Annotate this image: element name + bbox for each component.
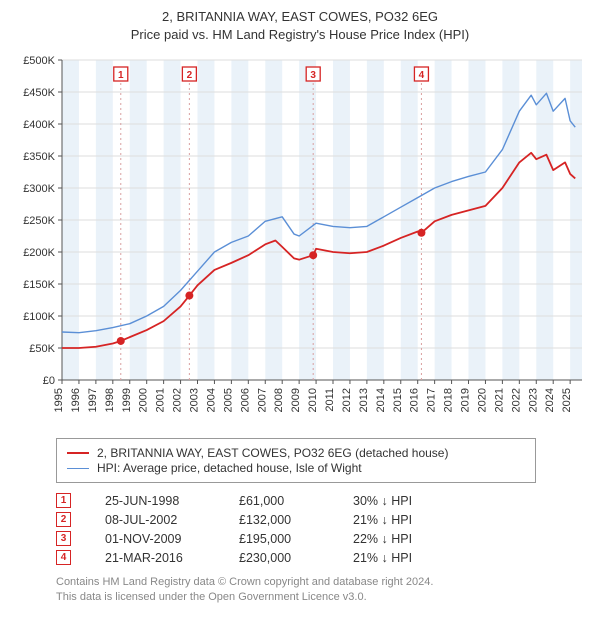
svg-text:2: 2 (187, 70, 193, 81)
svg-text:2015: 2015 (392, 388, 404, 412)
legend-label: HPI: Average price, detached house, Isle… (97, 461, 362, 475)
sale-marker-box: 3 (56, 531, 71, 546)
svg-text:1997: 1997 (87, 388, 99, 412)
svg-text:1999: 1999 (121, 388, 133, 412)
svg-text:£200K: £200K (23, 247, 55, 259)
svg-text:2013: 2013 (358, 388, 370, 412)
legend-item: HPI: Average price, detached house, Isle… (67, 461, 525, 475)
svg-text:£50K: £50K (29, 343, 55, 355)
svg-text:£350K: £350K (23, 151, 55, 163)
svg-text:1996: 1996 (70, 388, 82, 412)
svg-text:2022: 2022 (510, 388, 522, 412)
sales-table: 1 25-JUN-1998 £61,000 30% ↓ HPI 2 08-JUL-2002… (56, 493, 588, 565)
chart-svg: £0 £50K £100K £150K £200K £250K £300K £350K £400… (12, 50, 588, 430)
svg-text:2004: 2004 (205, 388, 217, 412)
sale-hpi-diff: 21% ↓ HPI (353, 513, 453, 527)
sale-date: 21-MAR-2016 (105, 551, 205, 565)
svg-text:£400K: £400K (23, 119, 55, 131)
sale-date: 25-JUN-1998 (105, 494, 205, 508)
svg-text:2025: 2025 (561, 388, 573, 412)
legend-swatch (67, 452, 89, 454)
svg-text:2010: 2010 (307, 388, 319, 412)
svg-text:£0: £0 (43, 375, 55, 387)
sale-price: £132,000 (239, 513, 319, 527)
sale-price: £195,000 (239, 532, 319, 546)
svg-text:1: 1 (118, 70, 124, 81)
svg-text:2017: 2017 (426, 388, 438, 412)
svg-text:2005: 2005 (222, 388, 234, 412)
sale-date: 01-NOV-2009 (105, 532, 205, 546)
sale-row: 4 21-MAR-2016 £230,000 21% ↓ HPI (56, 550, 588, 565)
svg-text:2008: 2008 (273, 388, 285, 412)
svg-text:2011: 2011 (324, 388, 336, 412)
price-chart: £0 £50K £100K £150K £200K £250K £300K £350K £400… (12, 50, 588, 430)
svg-text:1995: 1995 (53, 388, 65, 412)
svg-text:2000: 2000 (138, 388, 150, 412)
svg-text:£450K: £450K (23, 87, 55, 99)
sale-row: 3 01-NOV-2009 £195,000 22% ↓ HPI (56, 531, 588, 546)
sale-marker-box: 4 (56, 550, 71, 565)
svg-text:2014: 2014 (375, 388, 387, 412)
title-line-2: Price paid vs. HM Land Registry's House … (12, 26, 588, 44)
svg-text:£500K: £500K (23, 55, 55, 67)
svg-text:£150K: £150K (23, 279, 55, 291)
legend: 2, BRITANNIA WAY, EAST COWES, PO32 6EG (… (56, 438, 536, 483)
svg-text:2023: 2023 (527, 388, 539, 412)
sale-date: 08-JUL-2002 (105, 513, 205, 527)
footer-line-2: This data is licensed under the Open Gov… (56, 590, 588, 605)
legend-swatch (67, 468, 89, 469)
sale-row: 2 08-JUL-2002 £132,000 21% ↓ HPI (56, 512, 588, 527)
svg-text:£300K: £300K (23, 183, 55, 195)
svg-text:3: 3 (310, 70, 316, 81)
sale-hpi-diff: 30% ↓ HPI (353, 494, 453, 508)
title-block: 2, BRITANNIA WAY, EAST COWES, PO32 6EG P… (12, 8, 588, 44)
svg-text:2024: 2024 (544, 388, 556, 412)
sale-row: 1 25-JUN-1998 £61,000 30% ↓ HPI (56, 493, 588, 508)
svg-text:1998: 1998 (104, 388, 116, 412)
footer-attribution: Contains HM Land Registry data © Crown c… (56, 575, 588, 605)
svg-text:2009: 2009 (290, 388, 302, 412)
sale-hpi-diff: 21% ↓ HPI (353, 551, 453, 565)
svg-text:2020: 2020 (476, 388, 488, 412)
sale-marker-box: 1 (56, 493, 71, 508)
svg-text:2019: 2019 (460, 388, 472, 412)
legend-item: 2, BRITANNIA WAY, EAST COWES, PO32 6EG (… (67, 446, 525, 460)
svg-text:2002: 2002 (172, 388, 184, 412)
svg-text:4: 4 (419, 70, 425, 81)
sale-price: £61,000 (239, 494, 319, 508)
title-line-1: 2, BRITANNIA WAY, EAST COWES, PO32 6EG (12, 8, 588, 26)
svg-text:2018: 2018 (443, 388, 455, 412)
footer-line-1: Contains HM Land Registry data © Crown c… (56, 575, 588, 590)
svg-text:2012: 2012 (341, 388, 353, 412)
svg-text:£100K: £100K (23, 311, 55, 323)
svg-text:£250K: £250K (23, 215, 55, 227)
svg-text:2001: 2001 (155, 388, 167, 412)
svg-text:2021: 2021 (493, 388, 505, 412)
sale-hpi-diff: 22% ↓ HPI (353, 532, 453, 546)
svg-text:2007: 2007 (256, 388, 268, 412)
sale-marker-box: 2 (56, 512, 71, 527)
legend-label: 2, BRITANNIA WAY, EAST COWES, PO32 6EG (… (97, 446, 448, 460)
svg-text:2016: 2016 (409, 388, 421, 412)
sale-price: £230,000 (239, 551, 319, 565)
svg-text:2003: 2003 (189, 388, 201, 412)
svg-text:2006: 2006 (239, 388, 251, 412)
chart-container: 2, BRITANNIA WAY, EAST COWES, PO32 6EG P… (0, 0, 600, 613)
